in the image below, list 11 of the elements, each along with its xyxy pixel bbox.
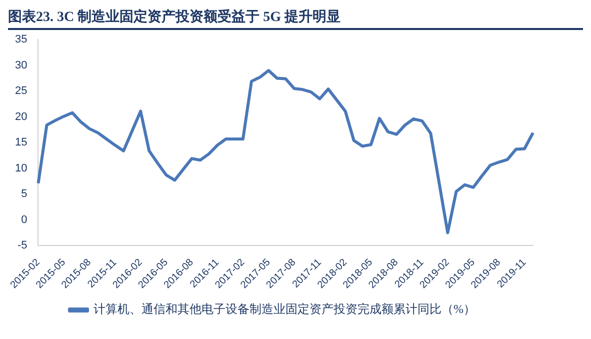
y-tick-label: 15 [14,136,28,149]
y-tick-label: 20 [14,110,28,123]
y-tick-label: 30 [14,59,28,72]
y-tick-label: 35 [14,34,28,46]
y-tick-label: 25 [14,85,28,98]
y-tick-label: 5 [21,188,28,200]
chart-title: 图表23. 3C 制造业固定资产投资额受益于 5G 提升明显 [8,8,583,30]
y-tick-label: 10 [14,162,28,174]
y-tick-label: -5 [17,240,28,252]
legend-label: 计算机、通信和其他电子设备制造业固定资产投资完成额累计同比（%） [94,302,476,316]
y-tick-label: 0 [21,214,28,226]
